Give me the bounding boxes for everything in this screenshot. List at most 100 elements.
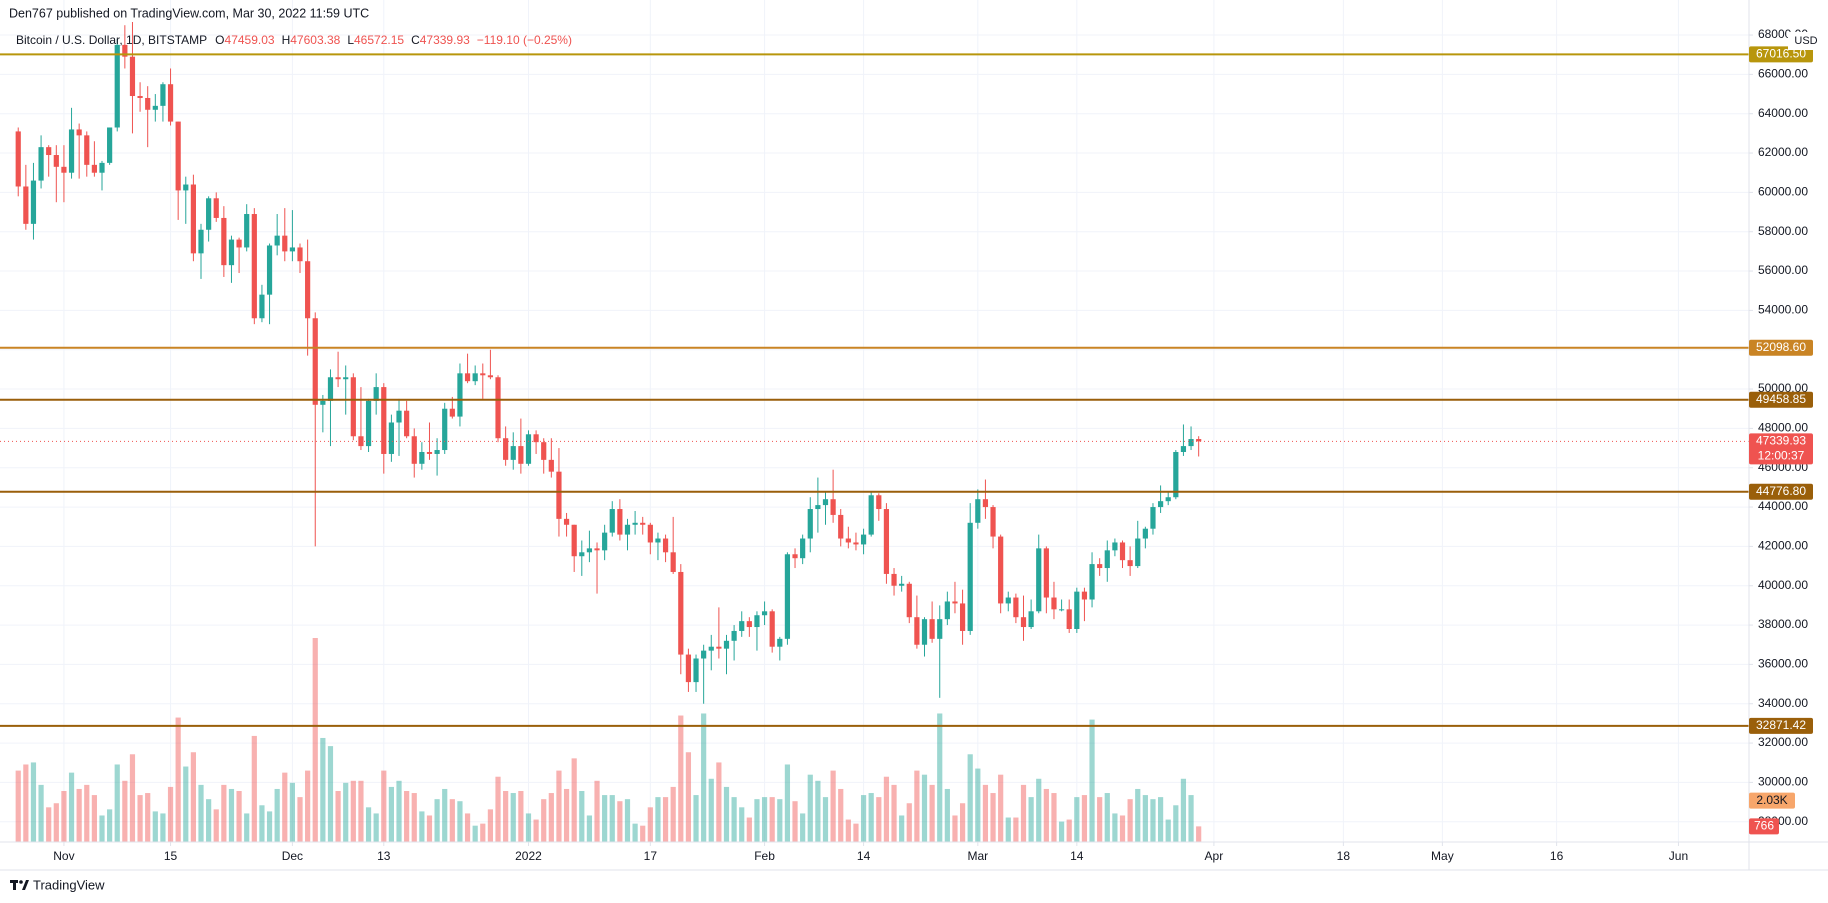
candle-body bbox=[1036, 548, 1042, 612]
volume-bar bbox=[91, 795, 97, 842]
level-tag bbox=[1749, 46, 1813, 63]
candle-body bbox=[68, 129, 75, 173]
candle-body bbox=[289, 247, 295, 252]
volume-bar bbox=[1157, 797, 1164, 842]
volume-bar bbox=[312, 638, 318, 842]
volume-bar bbox=[305, 770, 311, 842]
volume-ma-label: 2.03K bbox=[1756, 793, 1787, 807]
logo-part bbox=[22, 880, 29, 890]
candle-body bbox=[495, 377, 501, 439]
candle-body bbox=[640, 522, 646, 525]
volume-bar bbox=[145, 793, 151, 842]
grid bbox=[0, 0, 1749, 842]
volume-bar bbox=[99, 815, 105, 842]
candle-body bbox=[556, 471, 562, 519]
volume-bar bbox=[1188, 795, 1194, 842]
candle-body bbox=[1173, 451, 1179, 498]
candle-body bbox=[30, 180, 37, 224]
candle-body bbox=[76, 129, 82, 136]
candle-body bbox=[259, 294, 265, 319]
volume-bar bbox=[662, 797, 669, 842]
volume-bar bbox=[457, 801, 463, 842]
candle-body bbox=[891, 573, 897, 586]
candle-body bbox=[221, 217, 227, 266]
candle-body bbox=[830, 499, 836, 515]
candle-body bbox=[975, 499, 981, 523]
volume-bar bbox=[640, 825, 646, 842]
candle-body bbox=[533, 434, 539, 443]
volume-bar bbox=[327, 746, 334, 842]
volume-bar bbox=[807, 774, 813, 842]
volume-bar bbox=[38, 784, 44, 842]
candle-body bbox=[1066, 609, 1072, 630]
last-price-tag bbox=[1749, 433, 1813, 465]
candle-body bbox=[23, 186, 29, 224]
candle-body bbox=[792, 554, 798, 559]
x-tick-label: 14 bbox=[857, 849, 871, 863]
volume-bar bbox=[114, 764, 120, 842]
volume-bar bbox=[472, 825, 478, 842]
volume-bar bbox=[944, 788, 950, 842]
volume-bar bbox=[609, 795, 615, 842]
volume-bar bbox=[373, 813, 379, 842]
candle-body bbox=[655, 538, 661, 543]
candle-body bbox=[754, 615, 760, 628]
candle-body bbox=[1005, 597, 1011, 604]
symbol-line: Bitcoin / U.S. Dollar, 1D, BITSTAMP O4745… bbox=[16, 33, 572, 47]
volume-bar bbox=[213, 809, 219, 842]
volume-bar bbox=[1074, 797, 1080, 842]
candle-body bbox=[777, 638, 783, 647]
footer-brand: TradingView bbox=[33, 877, 105, 892]
candle-body bbox=[373, 387, 379, 401]
logo-part bbox=[19, 880, 23, 884]
volume-bar bbox=[68, 772, 75, 842]
candle-body bbox=[563, 518, 570, 525]
candle-body bbox=[114, 44, 120, 128]
candle-body bbox=[282, 235, 288, 252]
candle-body bbox=[419, 451, 425, 464]
byline: Den767 published on TradingView.com, Mar… bbox=[9, 6, 369, 20]
volume-bar bbox=[754, 799, 760, 842]
candle-body bbox=[602, 532, 608, 551]
level-tag bbox=[1749, 339, 1813, 356]
volume-bar bbox=[236, 791, 242, 842]
x-tick-label: 16 bbox=[1550, 849, 1564, 863]
candle-body bbox=[1188, 439, 1194, 447]
volume-bar bbox=[1051, 793, 1057, 842]
volume-bar bbox=[914, 770, 920, 842]
candle-body bbox=[967, 522, 973, 631]
volume-bar bbox=[617, 801, 623, 842]
candle-body bbox=[434, 450, 440, 454]
candle-body bbox=[746, 621, 752, 628]
candle-body bbox=[388, 422, 395, 454]
x-tick-label: Mar bbox=[967, 849, 988, 863]
volume-bar bbox=[1165, 819, 1171, 842]
candle-body bbox=[899, 583, 905, 586]
volume-bar bbox=[998, 774, 1004, 842]
volume-bar bbox=[937, 713, 943, 842]
volume-bar bbox=[853, 823, 859, 842]
candle-body bbox=[784, 554, 791, 639]
volume-bar bbox=[929, 784, 935, 842]
volume-bar bbox=[480, 823, 486, 842]
candle-body bbox=[624, 524, 631, 535]
volume-bar bbox=[152, 811, 158, 842]
volume-tag bbox=[1749, 818, 1779, 835]
candle-body bbox=[84, 135, 90, 165]
volume-bar bbox=[419, 811, 425, 842]
candle-body bbox=[107, 127, 113, 163]
volume-bar bbox=[1112, 813, 1118, 842]
candle-body bbox=[548, 459, 554, 472]
candle-body bbox=[320, 400, 326, 405]
candle-body bbox=[1180, 446, 1187, 452]
footer-logo bbox=[10, 880, 29, 890]
y-tick-label: 54000.00 bbox=[1758, 303, 1808, 317]
candle-body bbox=[921, 619, 928, 645]
volume-bar bbox=[107, 809, 113, 842]
candle-body bbox=[518, 446, 524, 464]
candle-body bbox=[1165, 497, 1171, 502]
volume-bar bbox=[670, 786, 676, 842]
volume-bar bbox=[624, 799, 631, 842]
volume-bar bbox=[1043, 788, 1049, 842]
volume-bar bbox=[343, 782, 349, 842]
